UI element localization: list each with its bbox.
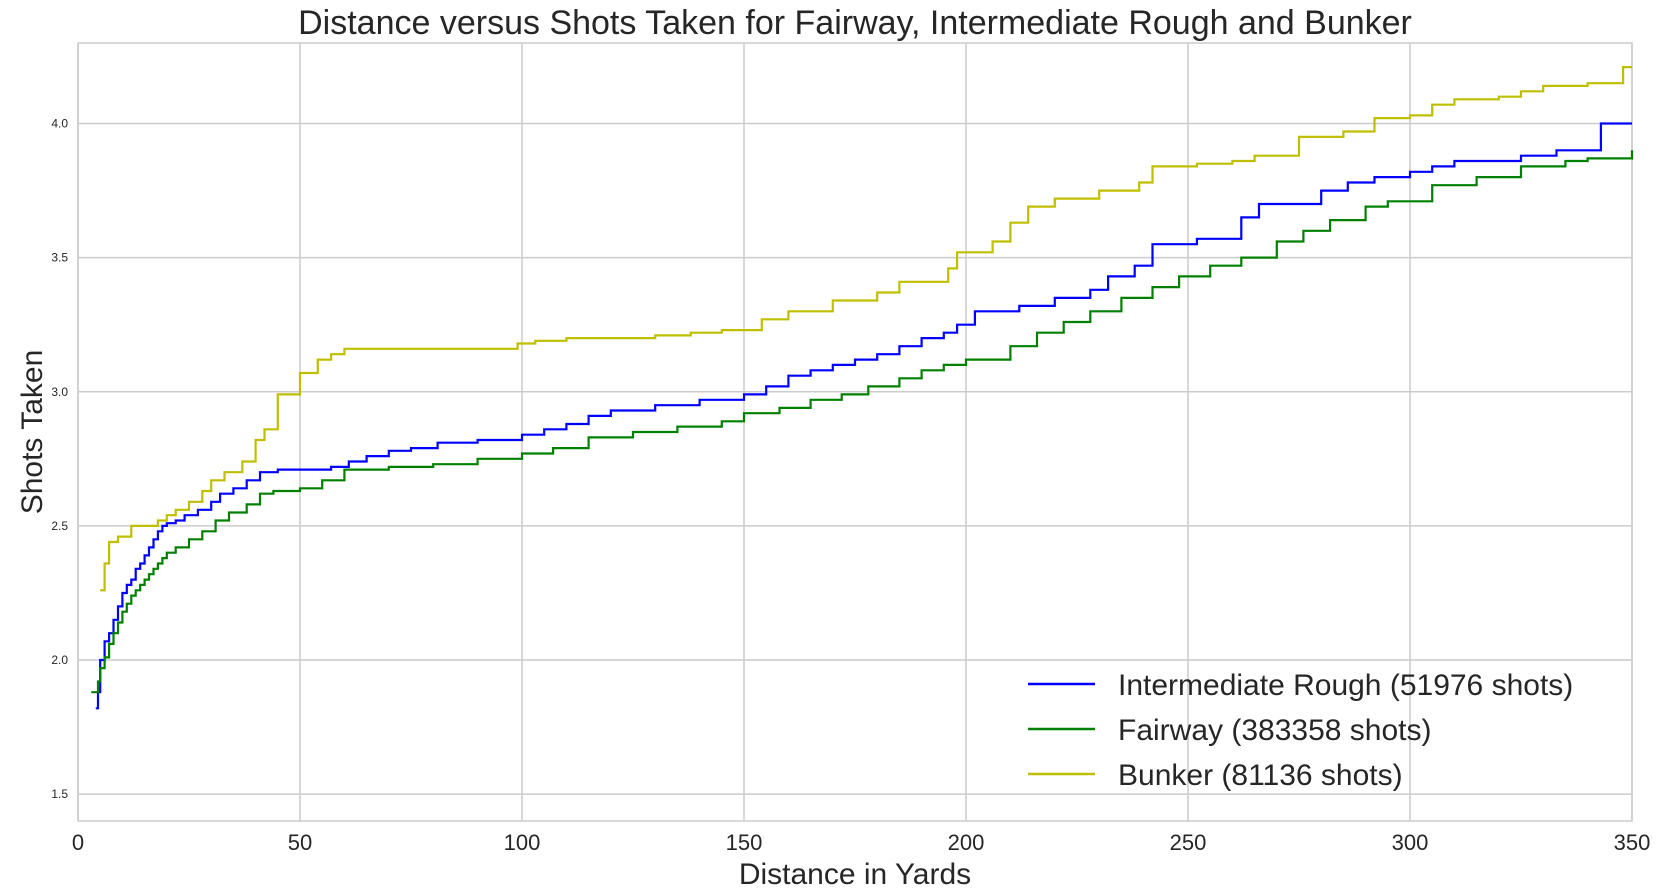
series-layer [91, 66, 1634, 710]
y-tick-label: 2.0 [51, 653, 68, 667]
y-tick-label: 3.5 [51, 251, 68, 265]
x-tick-label: 100 [504, 830, 541, 855]
x-tick-label: 150 [726, 830, 763, 855]
chart-title: Distance versus Shots Taken for Fairway,… [298, 4, 1412, 42]
x-tick-label: 50 [288, 830, 312, 855]
legend: Intermediate Rough (51976 shots) Fairway … [1028, 669, 1573, 792]
x-tick-label: 0 [72, 830, 84, 855]
legend-label: Intermediate Rough (51976 shots) [1118, 669, 1573, 702]
series-line-2 [100, 66, 1632, 592]
grid-lines [77, 43, 1633, 821]
y-tick-label: 2.5 [51, 519, 68, 533]
x-tick-label: 300 [1392, 830, 1429, 855]
series-line-0 [95, 122, 1632, 710]
legend-label: Bunker (81136 shots) [1118, 759, 1403, 792]
y-axis-label: Shots Taken [16, 350, 49, 515]
y-tick-label: 4.0 [51, 116, 68, 130]
tick-labels: 0 50 100 150 200 250 300 350 1.5 2.0 2.5 3.0 3.5 4.0 [51, 116, 1650, 855]
x-tick-label: 350 [1614, 830, 1651, 855]
plot-area-frame [77, 42, 1633, 822]
x-tick-label: 200 [948, 830, 985, 855]
series-line-1 [91, 150, 1634, 694]
x-axis-label: Distance in Yards [739, 858, 971, 891]
y-tick-label: 3.0 [51, 385, 68, 399]
x-tick-label: 250 [1170, 830, 1207, 855]
legend-label: Fairway (383358 shots) [1118, 714, 1431, 747]
y-tick-label: 1.5 [51, 787, 68, 801]
